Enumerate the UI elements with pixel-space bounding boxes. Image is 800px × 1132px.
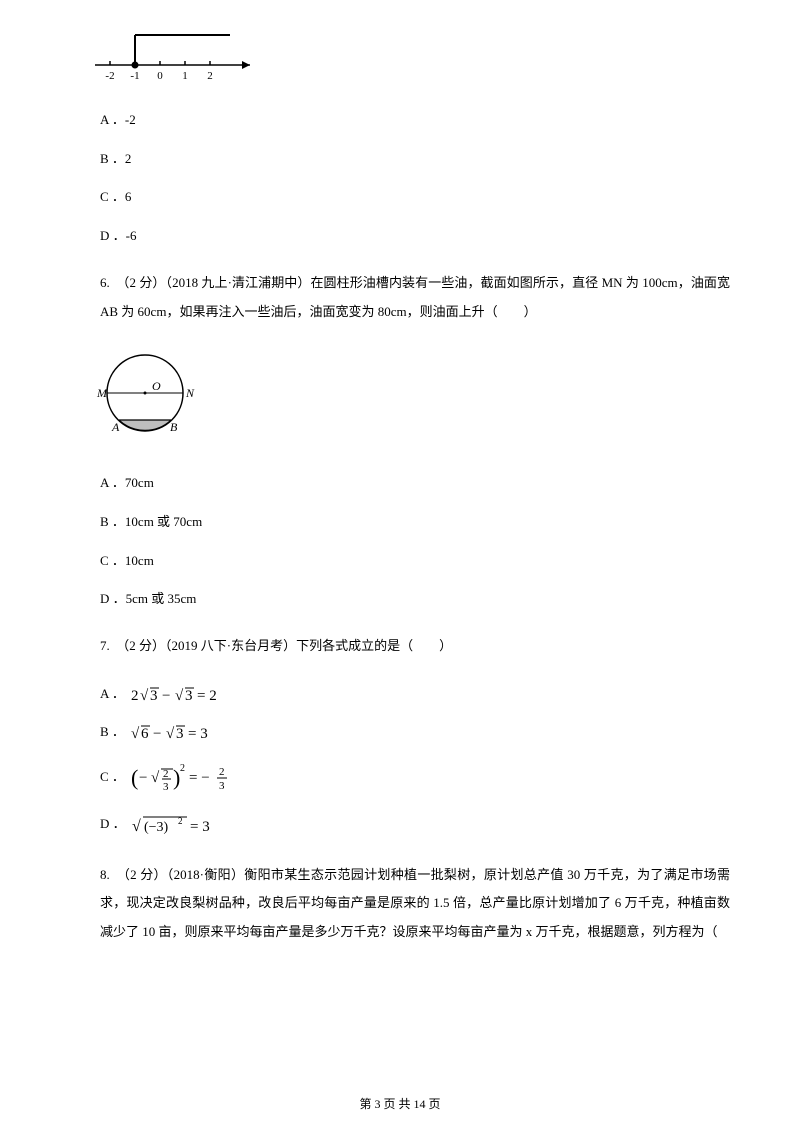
svg-text:6: 6: [141, 726, 149, 742]
q6-option-b: B ．10cm 或 70cm: [100, 512, 730, 533]
svg-text:√: √: [140, 688, 149, 704]
q5-option-d: D ．-6: [100, 226, 730, 247]
q6-stem: 6. （2 分）（2018 九上·清江浦期中）在圆柱形油槽内装有一些油，截面如图…: [100, 269, 730, 326]
svg-text:3: 3: [176, 726, 184, 742]
q7-option-d: D ． √ (−3) 2 = 3: [100, 811, 730, 839]
q6-option-d: D ．5cm 或 35cm: [100, 589, 730, 610]
q7-d-label: D ．: [100, 814, 126, 835]
formula-icon: ( − √ 2 3 ) 2 = − 2 3: [131, 759, 261, 797]
q6-option-c: C ．10cm: [100, 551, 730, 572]
svg-text:√: √: [151, 770, 160, 786]
svg-text:O: O: [152, 379, 161, 393]
svg-text:(: (: [131, 765, 138, 790]
formula-icon: √ 6 − √ 3 = 3: [131, 721, 231, 745]
svg-text:N: N: [185, 386, 195, 400]
page-footer: 第 3 页 共 14 页: [0, 1095, 800, 1114]
svg-text:√: √: [175, 688, 184, 704]
svg-text:3: 3: [150, 688, 158, 704]
q7-option-c: C ． ( − √ 2 3 ) 2 = − 2 3: [100, 759, 730, 797]
formula-icon: √ (−3) 2 = 3: [132, 811, 242, 839]
svg-text:(−3): (−3): [144, 820, 169, 835]
q7-c-label: C ．: [100, 767, 125, 788]
svg-text:−: −: [162, 688, 170, 704]
formula-icon: 2 √ 3 − √ 3 = 2: [131, 683, 231, 707]
svg-text:0: 0: [157, 70, 163, 82]
q5-option-b: B ．2: [100, 149, 730, 170]
q8-stem: 8. （2 分）（2018·衡阳）衡阳市某生态示范园计划种植一批梨树，原计划总产…: [100, 861, 730, 947]
svg-text:3: 3: [163, 781, 169, 793]
svg-text:2: 2: [180, 763, 185, 774]
number-line-figure: -2 -1 0 1 2: [90, 30, 730, 92]
svg-text:√: √: [131, 726, 140, 742]
svg-text:= 3: = 3: [188, 726, 208, 742]
svg-text:√: √: [166, 726, 175, 742]
svg-text:A: A: [111, 420, 120, 434]
svg-text:B: B: [170, 420, 178, 434]
svg-text:2: 2: [178, 816, 183, 826]
svg-text:−: −: [139, 770, 147, 786]
q7-option-b: B ． √ 6 − √ 3 = 3: [100, 721, 730, 745]
svg-text:2: 2: [131, 688, 139, 704]
svg-text:1: 1: [182, 70, 188, 82]
q7-a-label: A ．: [100, 684, 125, 705]
svg-text:3: 3: [185, 688, 193, 704]
q7-stem: 7. （2 分）（2019 八下·东台月考）下列各式成立的是（ ）: [100, 632, 730, 661]
q5-option-a: A ．-2: [100, 110, 730, 131]
svg-text:√: √: [132, 818, 141, 835]
svg-text:= 2: = 2: [197, 688, 217, 704]
svg-text:M: M: [96, 386, 108, 400]
svg-text:−: −: [153, 726, 161, 742]
q7-b-label: B ．: [100, 722, 125, 743]
q7-option-a: A ． 2 √ 3 − √ 3 = 2: [100, 683, 730, 707]
q6-option-a: A ．70cm: [100, 473, 730, 494]
svg-text:-2: -2: [105, 70, 114, 82]
q5-option-c: C ．6: [100, 187, 730, 208]
svg-text:3: 3: [219, 780, 225, 792]
svg-text:2: 2: [207, 70, 213, 82]
svg-text:= −: = −: [189, 770, 210, 786]
circle-figure: O M N A B: [90, 348, 730, 455]
svg-text:2: 2: [163, 768, 169, 780]
svg-text:2: 2: [219, 766, 225, 778]
svg-text:= 3: = 3: [190, 819, 210, 835]
svg-text:-1: -1: [130, 70, 139, 82]
